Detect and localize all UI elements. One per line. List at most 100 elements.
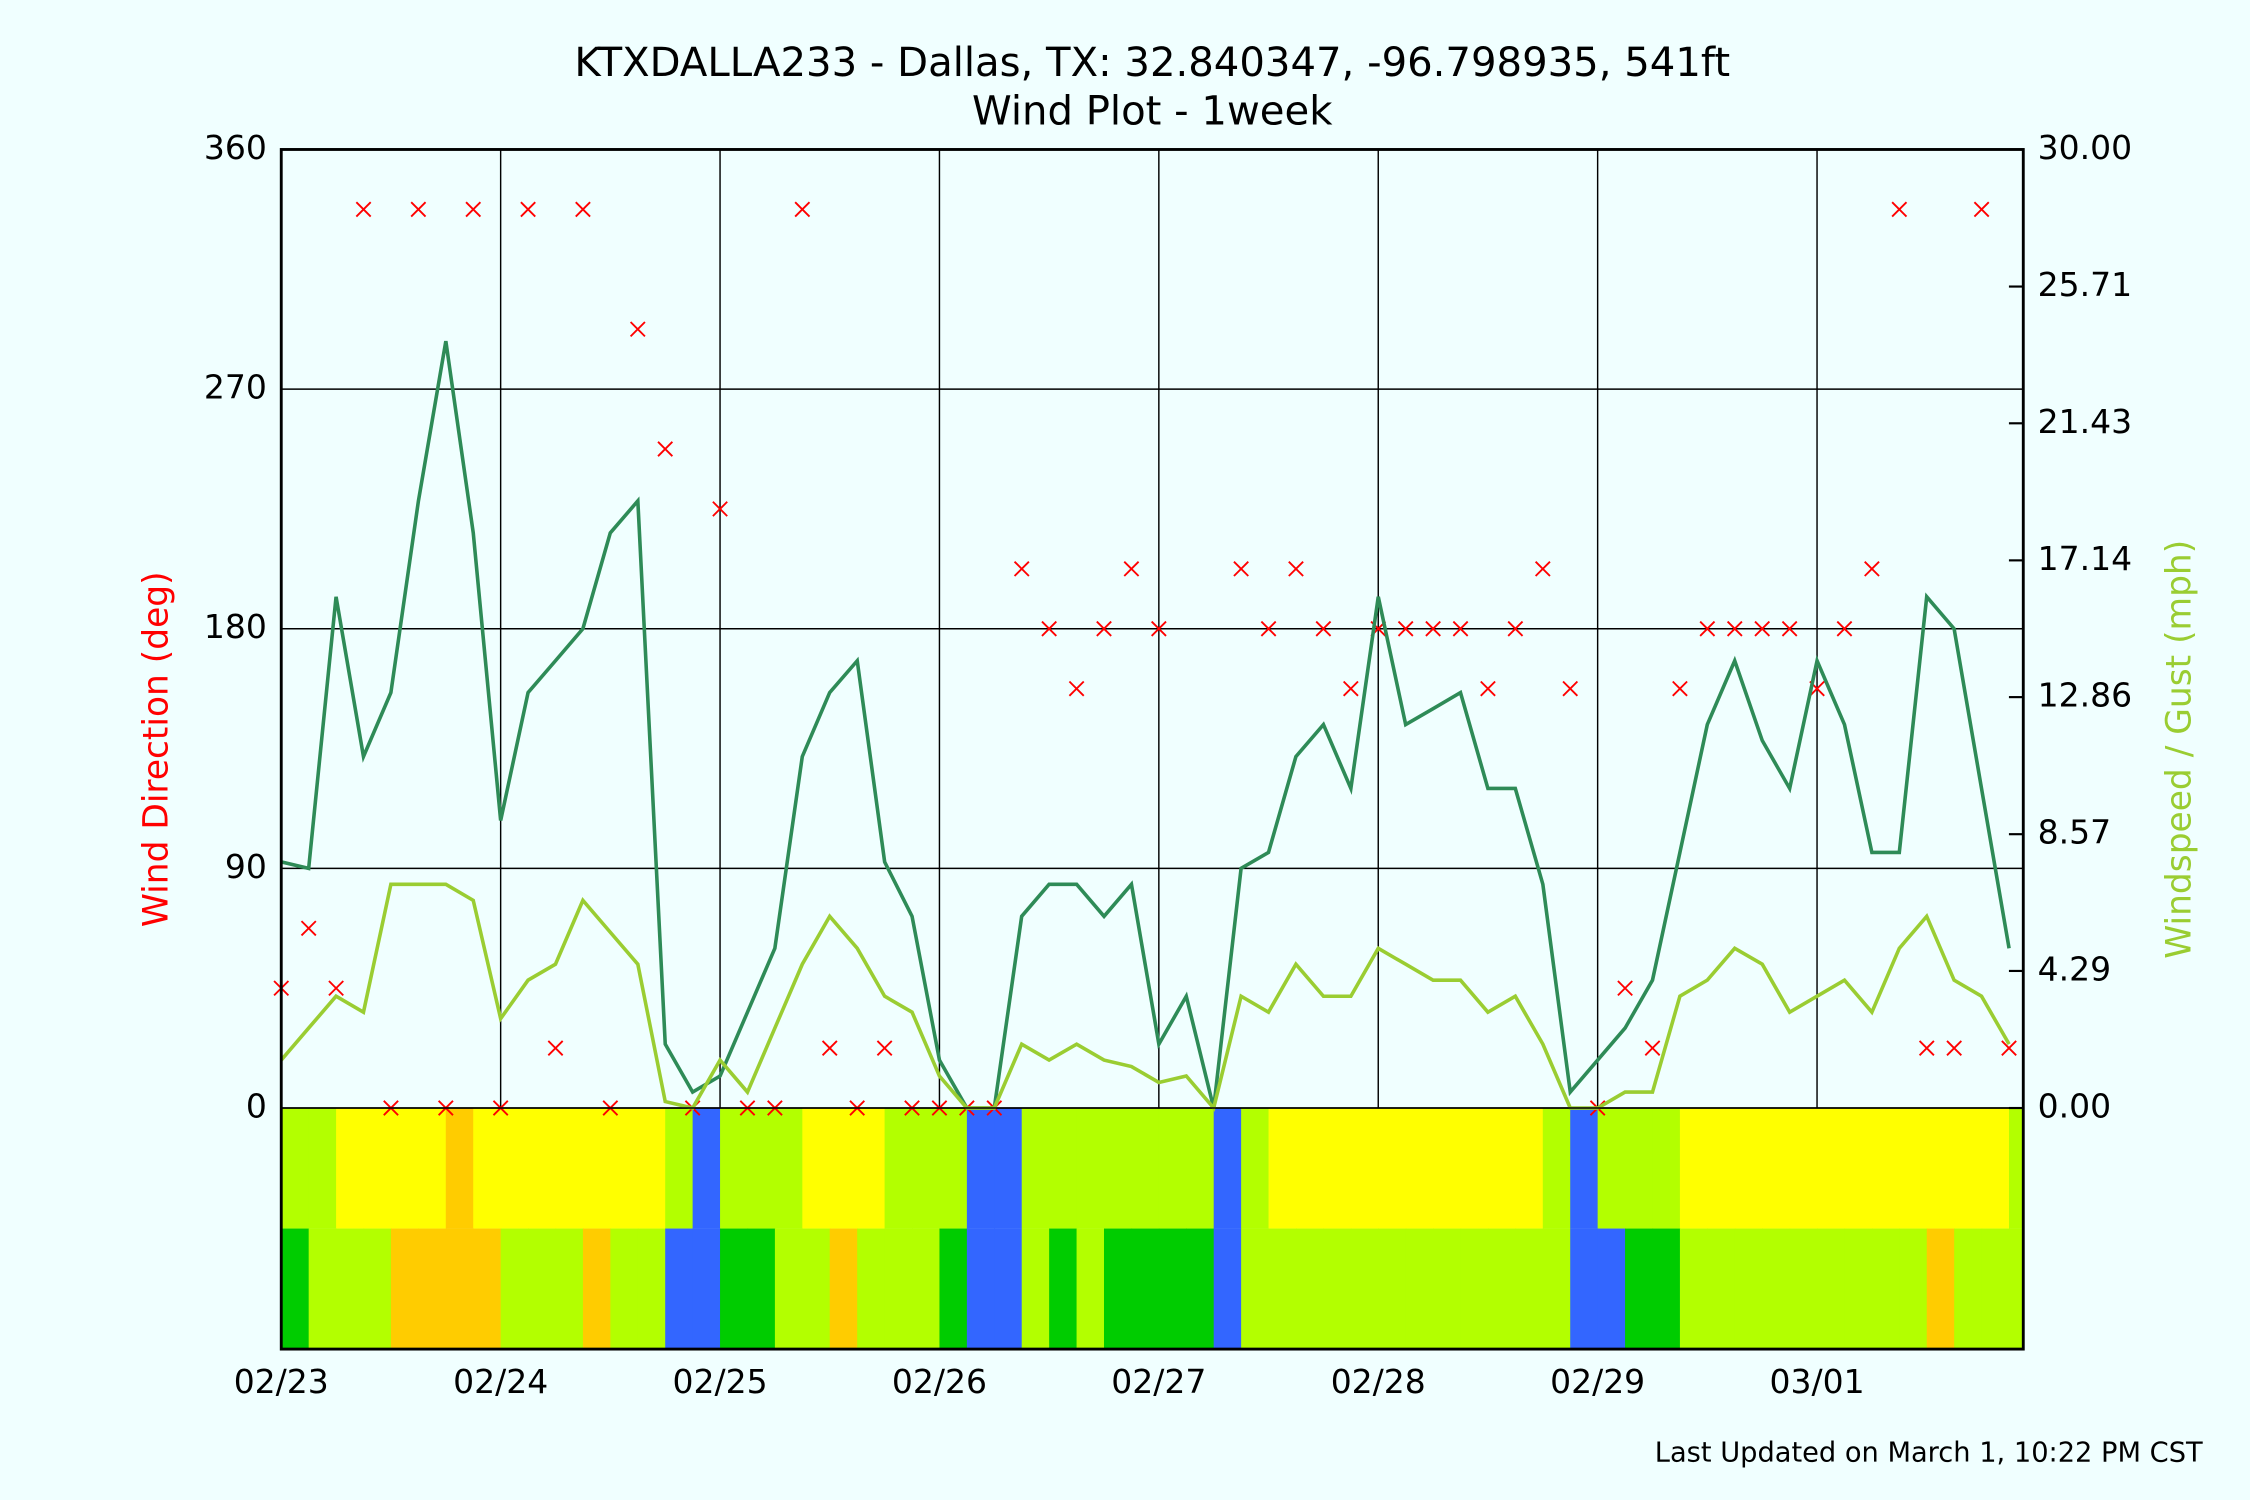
direction-marker (1562, 680, 1579, 697)
color-band (1817, 1108, 1846, 1229)
y-tick-label: 90 (225, 847, 267, 886)
direction-marker (821, 1040, 838, 1056)
color-band (1433, 1228, 1462, 1350)
color-band (445, 1228, 474, 1350)
direction-marker (1507, 620, 1524, 637)
marker-stroke (520, 201, 536, 218)
marker-stroke (876, 1040, 893, 1056)
color-band (665, 1108, 694, 1229)
marker-stroke (1781, 620, 1798, 637)
direction-marker (1534, 561, 1551, 577)
color-band (1268, 1108, 1297, 1229)
color-band (528, 1228, 557, 1350)
color-band (747, 1228, 776, 1350)
x-tick-label: 02/24 (453, 1362, 548, 1401)
color-band (1844, 1228, 1873, 1350)
color-band (912, 1228, 941, 1350)
marker-stroke (1918, 1040, 1935, 1056)
color-band (1734, 1228, 1763, 1350)
marker-stroke (1480, 680, 1496, 697)
color-band (610, 1228, 639, 1350)
color-band (281, 1228, 310, 1350)
color-band (1597, 1108, 1626, 1229)
footer: Last Updated on March 1, 10:22 PM CST (1655, 1437, 2203, 1468)
marker-stroke (1617, 980, 1633, 997)
x-tick-label: 02/26 (892, 1362, 987, 1401)
color-band (1487, 1108, 1517, 1229)
marker-stroke (1452, 620, 1469, 637)
color-band (1981, 1108, 2010, 1229)
color-band (582, 1108, 612, 1229)
marker-stroke (300, 920, 317, 937)
color-band (1295, 1228, 1325, 1350)
color-band (1679, 1228, 1709, 1350)
color-band (1926, 1108, 1955, 1229)
y-tick-label: 180 (204, 607, 267, 646)
color-band (390, 1108, 420, 1229)
direction-marker (1397, 620, 1414, 637)
marker-stroke (1288, 561, 1304, 577)
color-band (2009, 1108, 2024, 1229)
color-band (994, 1108, 1023, 1229)
direction-marker (520, 201, 536, 218)
direction-marker (575, 201, 591, 218)
color-band (1844, 1108, 1873, 1229)
direction-marker (1891, 201, 1908, 218)
y2-axis-label: Windspeed / Gust (mph) (2160, 540, 2200, 959)
marker-stroke (1041, 620, 1057, 637)
color-band (418, 1228, 447, 1350)
color-band (418, 1108, 447, 1229)
y2-tick-label: 17.14 (2038, 539, 2132, 578)
color-band (1570, 1228, 1599, 1350)
marker-stroke (1151, 620, 1167, 637)
direction-marker (1754, 620, 1771, 637)
marker-stroke (1891, 201, 1908, 218)
color-band (1213, 1108, 1242, 1229)
color-band (1076, 1108, 1105, 1229)
x-tick-label: 02/27 (1111, 1362, 1206, 1401)
direction-marker (1288, 561, 1304, 577)
marker-stroke (1534, 561, 1551, 577)
direction-marker (1946, 1040, 1963, 1056)
color-band (912, 1108, 941, 1229)
marker-stroke (1672, 680, 1688, 697)
x-tick-label: 02/23 (234, 1362, 329, 1401)
color-band (1158, 1228, 1187, 1350)
direction-marker (712, 501, 728, 517)
color-band (281, 1108, 310, 1229)
color-band (1789, 1228, 1818, 1350)
marker-stroke (1864, 561, 1880, 577)
marker-stroke (1123, 561, 1140, 577)
color-band (1049, 1228, 1078, 1350)
color-band (1762, 1228, 1791, 1350)
color-band (1899, 1108, 1928, 1229)
color-band (1762, 1108, 1791, 1229)
marker-stroke (1425, 620, 1441, 637)
color-band (1021, 1108, 1050, 1229)
color-band (1625, 1108, 1654, 1229)
x-tick-label: 02/29 (1550, 1362, 1645, 1401)
direction-marker (2001, 1040, 2017, 1056)
marker-stroke (1507, 620, 1524, 637)
color-band (1652, 1108, 1681, 1229)
direction-marker (629, 321, 646, 338)
wind-line (279, 882, 2011, 1112)
color-band (555, 1108, 584, 1229)
color-band (1241, 1228, 1270, 1350)
color-band (1542, 1108, 1571, 1229)
color-band (1926, 1228, 1955, 1350)
direction-marker (1342, 680, 1359, 697)
color-band (692, 1108, 721, 1229)
color-band (473, 1228, 502, 1350)
color-band (1515, 1228, 1544, 1350)
color-band (1186, 1108, 1215, 1229)
plot-frame (279, 148, 2025, 1351)
color-band (1652, 1228, 1681, 1350)
color-band (939, 1228, 968, 1350)
color-band (308, 1108, 337, 1229)
marker-stroke (1096, 620, 1112, 637)
color-band (308, 1228, 337, 1350)
color-band (1734, 1108, 1763, 1229)
marker-stroke (794, 201, 811, 218)
marker-stroke (1260, 620, 1277, 637)
